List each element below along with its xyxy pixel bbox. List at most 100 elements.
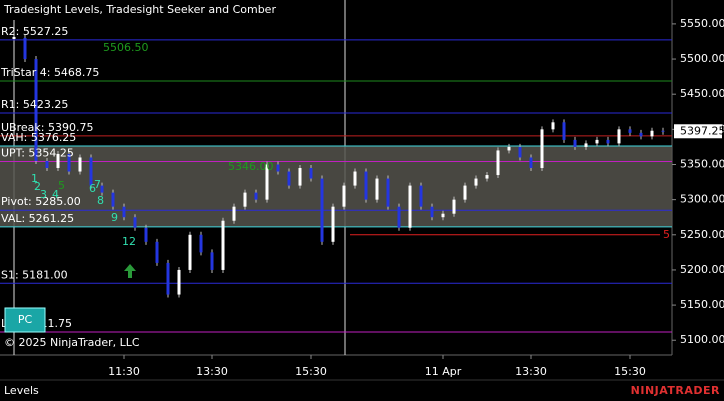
candle [441, 213, 445, 218]
level-label: R2: 5527.25 [1, 25, 68, 38]
y-tick-label: 5350.00 [680, 157, 724, 170]
candle [507, 146, 511, 151]
level-label: VAL: 5261.25 [1, 212, 74, 225]
annotation: 5346.00 [228, 160, 274, 173]
x-tick-label: 11 Apr [425, 365, 462, 378]
candle [78, 157, 82, 172]
copyright: © 2025 NinjaTrader, LLC [4, 336, 140, 349]
value-area [0, 146, 672, 227]
candle [518, 146, 522, 158]
candle [562, 122, 566, 140]
marker-label: 5 [663, 228, 670, 241]
candle [265, 164, 269, 200]
y-tick-label: 5550.00 [680, 17, 724, 30]
logo: NINJATRADER [631, 384, 720, 397]
y-tick-label: 5450.00 [680, 87, 724, 100]
y-tick-label: 5250.00 [680, 228, 724, 241]
last-price-label: 5397.25 [680, 124, 724, 137]
candle [155, 241, 159, 263]
annotation: 8 [97, 194, 104, 207]
annotation: 2 [34, 180, 41, 193]
signal-arrow [124, 264, 136, 278]
pc-button[interactable] [4, 307, 46, 333]
candle [551, 122, 555, 130]
candle [474, 178, 478, 186]
x-tick-label: 13:30 [515, 365, 547, 378]
x-tick-label: 11:30 [108, 365, 140, 378]
candle [496, 150, 500, 176]
candle [573, 139, 577, 147]
candle [364, 171, 368, 200]
annotation: 3 [40, 188, 47, 201]
level-label: UBreak: 5390.75 [1, 121, 93, 134]
y-tick-label: 5100.00 [680, 333, 724, 346]
candle [199, 234, 203, 253]
annotation: 7 [94, 178, 101, 191]
candle [111, 192, 115, 207]
level-label: VAH: 5376.25 [1, 131, 76, 144]
annotation: 12 [122, 235, 136, 248]
candle [243, 192, 247, 207]
candle [232, 206, 236, 221]
y-tick-label: 5500.00 [680, 52, 724, 65]
candle [452, 199, 456, 214]
level-label: UPT: 5354.25 [1, 147, 74, 160]
candle [331, 206, 335, 242]
candle [386, 178, 390, 207]
candle [375, 178, 379, 200]
chart-title: Tradesight Levels, Tradesight Seeker and… [3, 3, 276, 16]
candle [298, 168, 302, 186]
last-price-box [674, 124, 722, 139]
candle [540, 129, 544, 169]
candle [650, 130, 654, 137]
candle [353, 171, 357, 186]
y-tick-label: 5300.00 [680, 193, 724, 206]
candle [166, 262, 170, 295]
y-tick-label: 5150.00 [680, 298, 724, 311]
candle [628, 129, 632, 133]
candle [67, 153, 71, 172]
candle [430, 206, 434, 218]
x-tick-label: 13:30 [196, 365, 228, 378]
level-label: Pivot: 5285.00 [1, 195, 81, 208]
candle [408, 185, 412, 228]
candle [463, 185, 467, 200]
candle [133, 217, 137, 228]
candle [287, 171, 291, 186]
panel-label: Levels [4, 384, 39, 397]
pc-button-label[interactable]: PC [18, 313, 33, 326]
candle [12, 36, 16, 39]
candle [661, 130, 665, 132]
candle [254, 192, 258, 200]
x-tick-label: 15:30 [614, 365, 646, 378]
candle [485, 175, 489, 179]
candle [89, 157, 93, 186]
candle [34, 59, 38, 161]
level-label: TriStar 4: 5468.75 [0, 66, 99, 79]
annotation: 9 [111, 211, 118, 224]
candle [23, 37, 27, 60]
candle [397, 206, 401, 228]
annotation: 5 [58, 179, 65, 192]
candle [56, 153, 60, 169]
candle [595, 139, 599, 144]
candle [122, 206, 126, 218]
level-label: R1: 5423.25 [1, 98, 68, 111]
candle [639, 132, 643, 137]
candle [606, 139, 610, 144]
candle [419, 185, 423, 207]
level-label: S1: 5181.00 [1, 268, 68, 281]
candle [45, 160, 49, 169]
y-tick-label: 5200.00 [680, 263, 724, 276]
candle [210, 252, 214, 270]
candle [309, 168, 313, 179]
candle [320, 178, 324, 242]
candle [342, 185, 346, 207]
candle [100, 185, 104, 193]
annotation: 6 [89, 182, 96, 195]
candle [144, 227, 148, 242]
candle [177, 269, 181, 295]
annotation: 5506.50 [103, 41, 149, 54]
candle [584, 143, 588, 147]
